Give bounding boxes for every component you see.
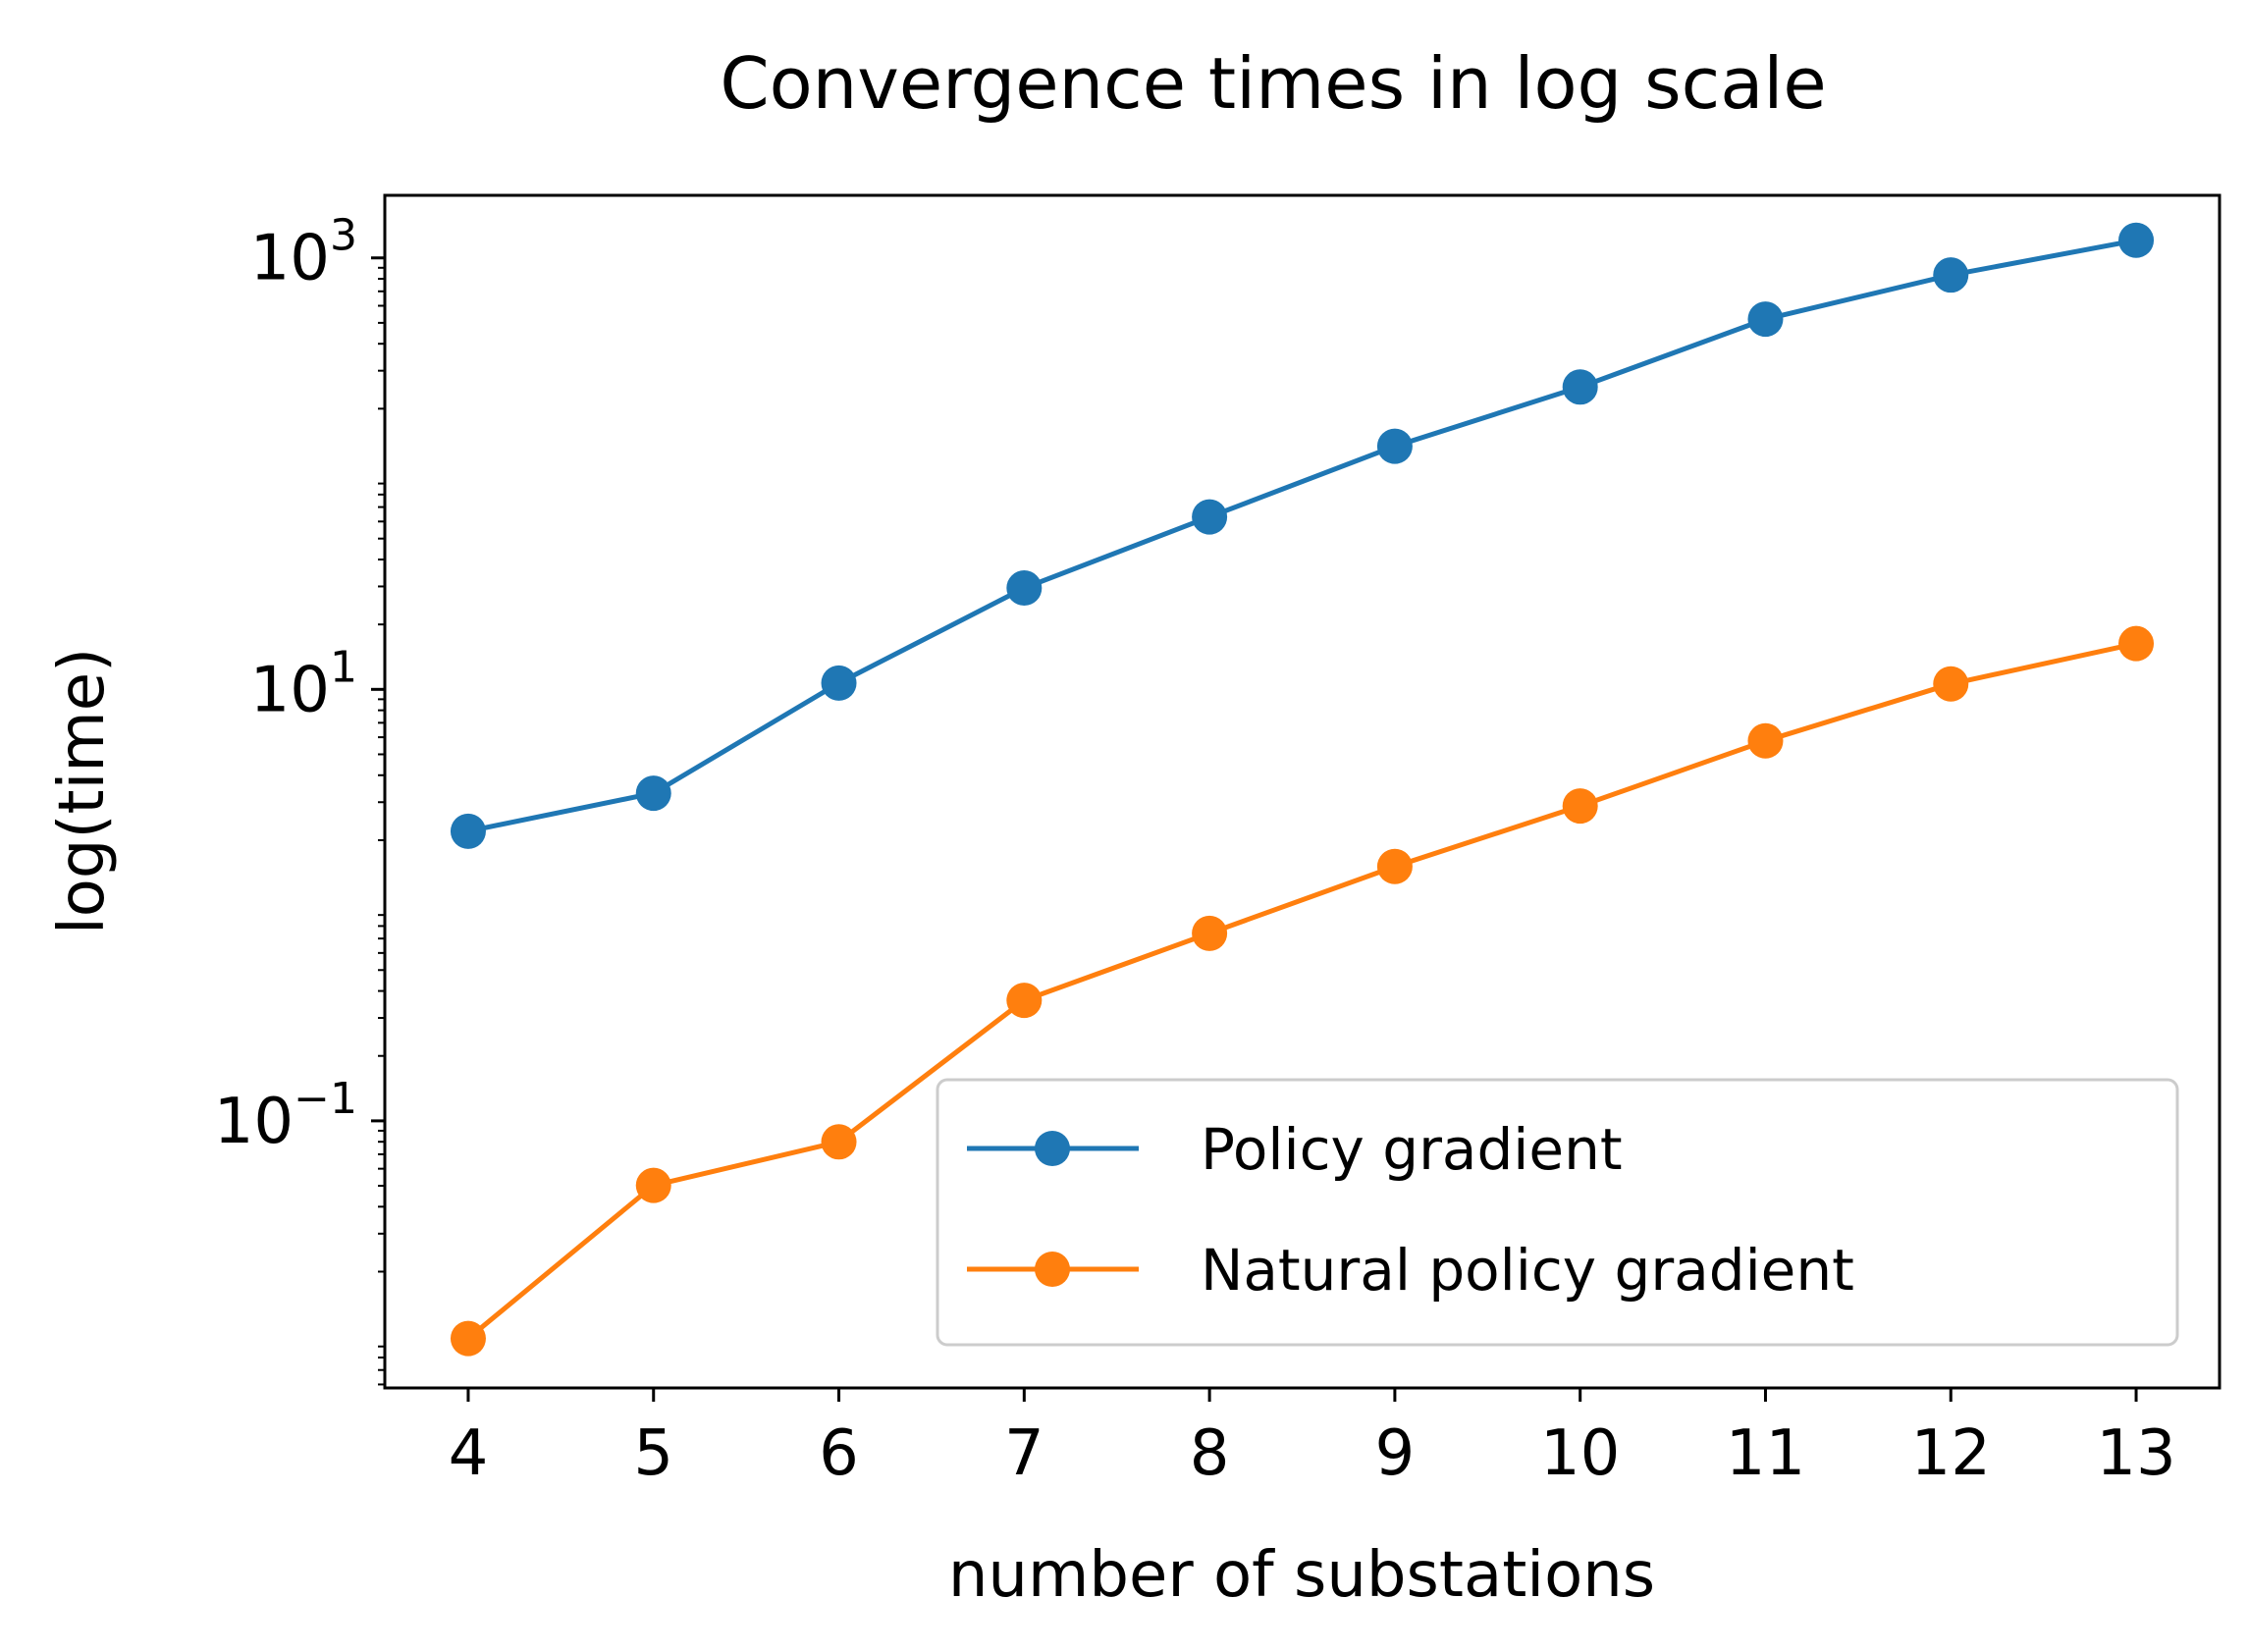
series-point-2 [2118,625,2155,662]
x-axis: 4 5 6 7 8 9 10 11 12 13 [449,1388,2176,1490]
x-axis-label: number of substations [948,1539,1655,1612]
series-point-1 [450,813,486,849]
y-tick-exponent: 3 [330,211,357,261]
series-point-1 [1562,369,1598,405]
legend-marker [1035,1131,1070,1166]
y-axis-label: log(time) [46,648,119,934]
x-tick-label: 5 [633,1417,673,1490]
plot-frame [383,193,2221,1390]
series-point-2 [450,1320,486,1357]
x-tick-label: 6 [819,1417,859,1490]
legend-box [936,1078,2179,1347]
series-point-1 [1006,570,1043,607]
series-point-2 [1376,848,1413,884]
series-point-1 [1933,257,1969,293]
x-tick-label: 8 [1190,1417,1230,1490]
chart-title: Convergence times in log scale [720,42,1826,125]
y-tick-label: 103 [250,211,357,295]
x-tick-label: 7 [1004,1417,1044,1490]
x-tick-label: 9 [1375,1417,1416,1490]
series-point-1 [2118,222,2155,258]
series-line-2 [466,641,2137,1341]
series-point-2 [1562,788,1598,825]
series-point-2 [1006,983,1043,1019]
legend: Policy gradient Natural policy gradient [936,1078,2179,1347]
x-tick-label: 12 [1911,1417,1991,1490]
y-tick-base: 10 [250,654,330,726]
y-tick-base: 10 [214,1086,294,1158]
legend-marker [1035,1252,1070,1287]
y-tick-exponent: −1 [294,1074,357,1124]
series-point-1 [821,665,857,701]
series-point-1 [1376,428,1413,464]
x-tick-label: 13 [2096,1417,2175,1490]
series-point-2 [1933,666,1969,702]
series-point-1 [1192,499,1228,535]
y-tick-base: 10 [250,223,330,295]
series-layer [450,222,2155,1357]
x-tick-label: 11 [1726,1417,1805,1490]
series-point-1 [635,775,671,812]
series-line-1 [467,238,2137,834]
x-tick-label: 4 [449,1417,489,1490]
y-tick-label: 101 [250,642,357,726]
series-point-2 [1747,722,1784,759]
legend-label: Policy gradient [1201,1116,1623,1183]
series-point-2 [821,1124,857,1160]
legend-label: Natural policy gradient [1201,1237,1854,1304]
series-point-2 [1192,915,1228,951]
x-tick-label: 10 [1540,1417,1620,1490]
y-tick-label: 10−1 [214,1074,357,1158]
y-tick-exponent: 1 [330,642,357,692]
series-point-1 [1747,301,1784,338]
series-point-2 [635,1167,671,1203]
